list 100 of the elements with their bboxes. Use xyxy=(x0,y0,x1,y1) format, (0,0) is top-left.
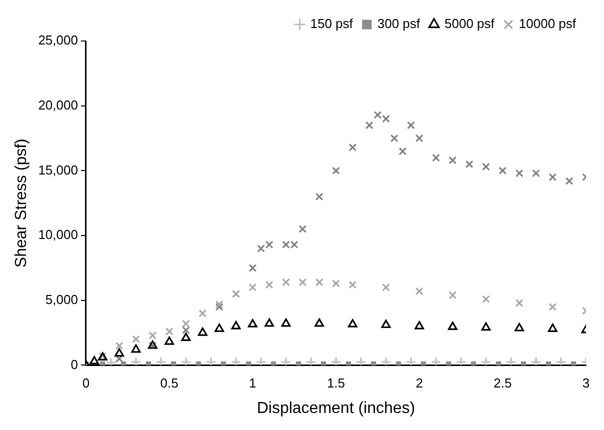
point xyxy=(465,160,474,168)
point xyxy=(215,302,224,311)
point xyxy=(306,356,316,366)
point xyxy=(382,283,390,292)
point xyxy=(215,300,224,308)
y-tick-label: 15,000 xyxy=(38,162,78,178)
point xyxy=(390,134,398,142)
point xyxy=(106,357,116,366)
point xyxy=(430,356,442,366)
legend-label: 300 psf xyxy=(377,16,420,32)
point xyxy=(281,318,291,327)
point xyxy=(496,361,502,366)
point xyxy=(330,356,342,366)
point xyxy=(170,361,176,366)
x-tick-label: 2 xyxy=(416,376,423,391)
x-axis-title: Displacement (inches) xyxy=(256,400,416,417)
point xyxy=(132,335,140,344)
point xyxy=(415,287,424,296)
point xyxy=(256,356,266,366)
point xyxy=(482,295,490,304)
point xyxy=(165,328,174,336)
point xyxy=(448,322,458,330)
point xyxy=(356,356,366,366)
x-tick-label: 2.5 xyxy=(494,376,512,391)
point xyxy=(248,283,257,292)
point xyxy=(298,278,307,286)
point xyxy=(470,361,476,366)
point xyxy=(530,356,542,366)
point xyxy=(381,320,391,328)
point xyxy=(396,361,402,366)
point xyxy=(315,278,324,286)
x-tick-label: 1 xyxy=(249,376,256,391)
x-tick-label: 1.5 xyxy=(326,376,346,391)
point xyxy=(265,240,274,249)
point xyxy=(548,173,557,182)
point xyxy=(446,361,452,366)
point xyxy=(481,322,491,331)
point xyxy=(290,240,298,249)
point xyxy=(420,361,426,366)
point xyxy=(182,326,190,334)
point xyxy=(196,361,202,366)
point xyxy=(332,280,340,288)
point xyxy=(498,166,507,175)
point xyxy=(448,291,457,300)
point xyxy=(370,361,376,366)
point xyxy=(565,177,574,186)
point xyxy=(515,169,524,178)
point xyxy=(348,143,357,152)
point xyxy=(506,356,516,366)
point xyxy=(380,356,392,366)
point xyxy=(480,356,492,366)
point xyxy=(532,169,540,178)
legend-label: 150 psf xyxy=(310,16,354,32)
y-tick-label: 5,000 xyxy=(45,292,78,307)
y-tick-label: 0 xyxy=(70,356,78,372)
point xyxy=(248,319,258,328)
point xyxy=(180,356,192,366)
point xyxy=(556,356,566,366)
point xyxy=(406,356,416,366)
point xyxy=(131,344,141,353)
point xyxy=(182,320,190,328)
y-tick-label: 20,000 xyxy=(38,97,78,112)
point xyxy=(246,361,252,366)
point xyxy=(520,361,526,366)
point xyxy=(314,318,324,327)
point xyxy=(398,147,407,156)
point xyxy=(265,280,274,289)
point xyxy=(414,320,424,330)
point xyxy=(220,361,226,366)
point xyxy=(415,134,424,142)
point xyxy=(146,361,152,366)
point xyxy=(570,361,576,366)
x-tick-label: 3 xyxy=(582,376,590,391)
point xyxy=(282,240,290,249)
point xyxy=(374,110,382,119)
point xyxy=(515,298,524,307)
point xyxy=(120,361,126,366)
point xyxy=(115,342,124,350)
x-tick-label: 0.5 xyxy=(160,376,178,391)
point xyxy=(256,244,265,252)
point xyxy=(348,319,358,328)
point xyxy=(214,324,224,332)
point xyxy=(270,361,276,366)
point xyxy=(548,302,557,311)
point xyxy=(156,356,166,366)
y-tick-label: 10,000 xyxy=(38,227,78,242)
point xyxy=(346,361,352,366)
point xyxy=(230,356,242,366)
point xyxy=(181,332,191,342)
point xyxy=(282,278,290,286)
point xyxy=(198,327,208,336)
point xyxy=(407,121,415,130)
point xyxy=(315,192,324,201)
point xyxy=(514,322,524,332)
point xyxy=(164,336,174,345)
point xyxy=(90,356,99,364)
x-tick-label: 0 xyxy=(82,376,90,391)
point xyxy=(348,280,357,289)
point xyxy=(365,121,374,130)
legend-label: 10000 psf xyxy=(518,16,576,32)
